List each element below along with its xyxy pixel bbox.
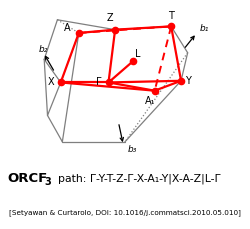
Text: Z: Z bbox=[107, 13, 114, 23]
Text: b₁: b₁ bbox=[200, 24, 209, 33]
Text: path: Γ-Y-T-Z-Γ-X-A₁-Y|X-A-Z|L-Γ: path: Γ-Y-T-Z-Γ-X-A₁-Y|X-A-Z|L-Γ bbox=[51, 173, 221, 184]
Text: L: L bbox=[136, 49, 141, 59]
Text: A: A bbox=[64, 23, 70, 33]
Text: b₃: b₃ bbox=[128, 145, 137, 154]
Text: T: T bbox=[168, 11, 174, 22]
Text: X: X bbox=[48, 77, 54, 87]
Text: Y: Y bbox=[185, 76, 190, 86]
Text: [Setyawan & Curtarolo, DOI: 10.1016/j.commatsci.2010.05.010]: [Setyawan & Curtarolo, DOI: 10.1016/j.co… bbox=[9, 210, 241, 216]
Text: ORCF: ORCF bbox=[8, 172, 48, 185]
Text: b₂: b₂ bbox=[38, 45, 48, 54]
Text: A₁: A₁ bbox=[144, 95, 155, 106]
Text: 3: 3 bbox=[44, 177, 51, 187]
Text: Γ: Γ bbox=[96, 77, 101, 87]
